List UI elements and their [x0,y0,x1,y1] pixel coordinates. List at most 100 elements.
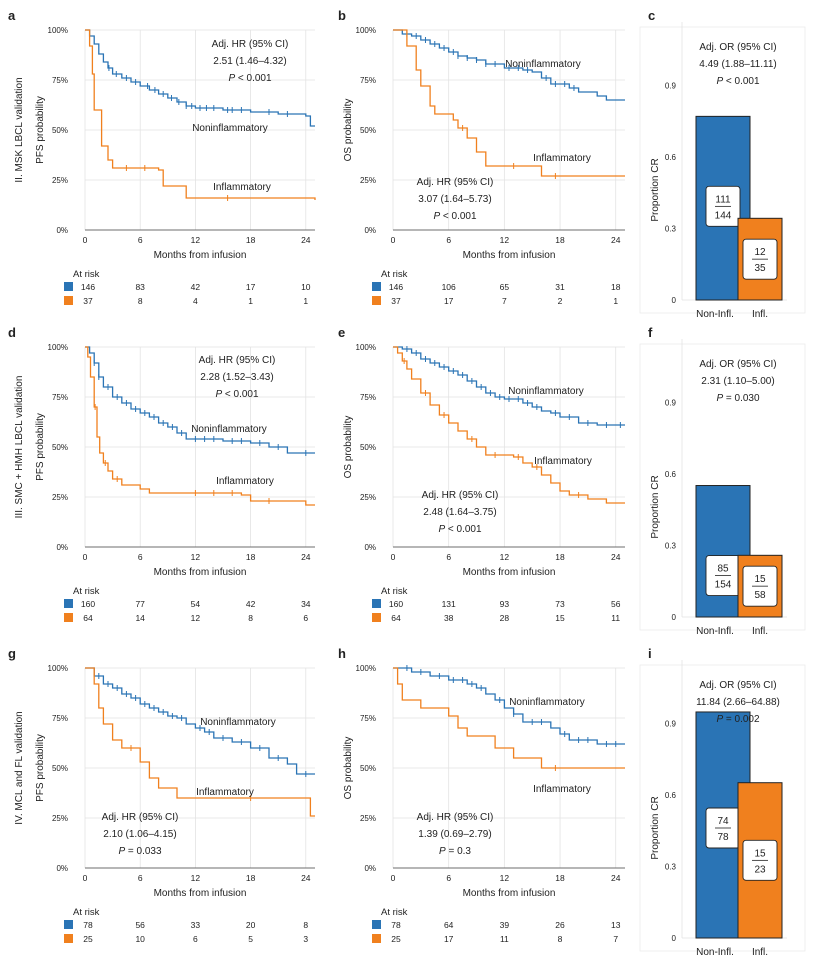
at-risk-count: 17 [246,282,256,292]
y-axis-label: Proportion CR [650,796,661,859]
at-risk-title: At risk [381,269,408,280]
at-risk-count: 8 [248,613,253,623]
p-value: < 0.001 [440,211,477,222]
x-tick-label: 18 [246,235,256,245]
x-tick-label: 0 [83,873,88,883]
x-tick-label: 18 [246,552,256,562]
y-tick-label: 25% [52,814,68,823]
y-tick-label: 0.6 [665,153,677,162]
fraction-denominator: 144 [715,210,732,221]
series-line-inflammatory [85,667,315,817]
y-tick-label: 50% [52,764,68,773]
y-tick-label: 50% [360,126,376,135]
category-label: Non-Infl. [696,947,734,958]
panel-f-annotation-line: 2.31 (1.10–5.00) [701,376,774,387]
y-tick-label: 50% [52,126,68,135]
category-label: Infl. [752,309,768,320]
panel-e: e OS probability 0% 25% 50% 75% 100% 0 6 12 18 24 Mo… [338,325,625,623]
p-value: < 0.001 [222,389,259,400]
y-tick-label: 0.3 [665,863,677,872]
p-symbol: P [716,76,723,87]
y-axis-label: Proportion CR [650,475,661,538]
at-risk-title: At risk [73,586,100,597]
series-label-inflammatory: Inflammatory [196,787,254,798]
x-axis-label: Months from infusion [154,250,247,261]
category-label: Non-Infl. [696,626,734,637]
y-tick-label: 0.9 [665,720,677,729]
panel-g: g IV. MCL and FL validation PFS probabilit… [8,646,315,944]
fraction-numerator: 111 [715,194,731,205]
p-value: = 0.033 [125,846,162,857]
x-axis-label: Months from infusion [154,567,247,578]
fraction-numerator: 74 [717,816,729,827]
bar-panel-frame [639,26,806,314]
panel-i-annotation-line: 11.84 (2.66–64.88) [696,697,780,708]
x-tick-label: 0 [83,552,88,562]
x-tick-label: 12 [191,873,201,883]
at-risk-count: 131 [442,599,456,609]
fraction-denominator: 58 [754,590,766,601]
y-axis-label: PFS probability [35,413,46,481]
y-tick-label: 100% [48,343,68,352]
panel-i-annotation-line: Adj. OR (95% CI) [699,680,776,691]
y-tick-label: 0.6 [665,470,677,479]
y-tick-label: 0% [56,226,68,235]
x-tick-label: 24 [611,552,621,562]
at-risk-count: 1 [613,296,618,306]
panel-i-annotation-line: P = 0.002 [716,714,760,725]
x-tick-label: 18 [555,873,565,883]
p-symbol: P [433,211,440,222]
at-risk-count: 10 [135,934,145,944]
panel-letter: e [338,325,345,340]
y-axis-label: PFS probability [35,96,46,164]
y-tick-label: 75% [52,714,68,723]
panel-letter: b [338,8,346,23]
y-axis-label: OS probability [343,737,354,800]
series-label-inflammatory: Inflammatory [533,153,591,164]
at-risk-count: 26 [555,920,565,930]
y-tick-label: 75% [360,714,376,723]
at-risk-count: 6 [303,613,308,623]
at-risk-title: At risk [381,907,408,918]
at-risk-title: At risk [73,907,100,918]
series-label-noninflammatory: Noninflammatory [508,386,584,397]
y-tick-label: 75% [360,393,376,402]
y-axis-label: OS probability [343,416,354,479]
at-risk-count: 160 [81,599,95,609]
y-tick-label: 100% [356,343,376,352]
at-risk-count: 38 [444,613,454,623]
x-tick-label: 24 [611,873,621,883]
y-tick-label: 100% [48,664,68,673]
category-label: Infl. [752,626,768,637]
panel-h-annotation-line: Adj. HR (95% CI) [417,812,494,823]
y-tick-label: 25% [52,176,68,185]
y-tick-label: 100% [356,664,376,673]
at-risk-count: 64 [83,613,93,623]
p-symbol: P [228,73,235,84]
at-risk-legend-swatch [64,613,73,622]
at-risk-count: 33 [191,920,201,930]
y-tick-label: 50% [52,443,68,452]
x-tick-label: 0 [391,873,396,883]
y-axis-label: Proportion CR [650,158,661,221]
at-risk-count: 2 [558,296,563,306]
category-label: Infl. [752,947,768,958]
series-line-inflammatory [393,29,625,177]
at-risk-count: 78 [391,920,401,930]
panel-letter: c [648,8,655,23]
panel-a-annotation-line: 2.51 (1.46–4.32) [213,56,286,67]
at-risk-count: 56 [611,599,621,609]
y-tick-label: 25% [360,176,376,185]
at-risk-legend-swatch [372,920,381,929]
at-risk-count: 11 [611,613,620,623]
y-tick-label: 50% [360,443,376,452]
y-tick-label: 0% [364,226,376,235]
at-risk-count: 65 [500,282,510,292]
y-tick-label: 0% [364,864,376,873]
bar-panel-frame [639,664,806,952]
series-line-noninflammatory [85,29,315,127]
panel-e-annotation-line: Adj. HR (95% CI) [422,490,499,501]
at-risk-count: 14 [135,613,145,623]
